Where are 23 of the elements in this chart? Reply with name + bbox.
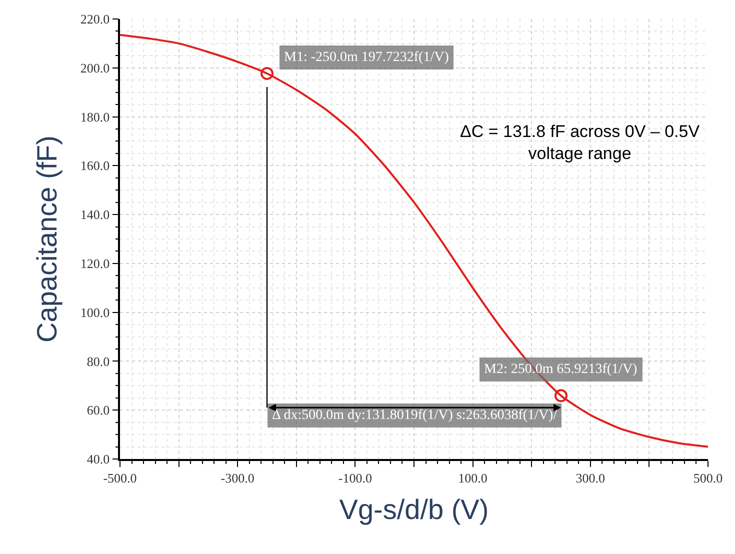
x-tick-label: 500.0 <box>693 470 723 486</box>
y-axis-title: Capacitance (fF) <box>32 136 63 342</box>
y-tick-label: 100.0 <box>80 304 110 320</box>
x-tick-label: 100.0 <box>458 470 488 486</box>
annotation: ΔC = 131.8 fF across 0V – 0.5V voltage range <box>460 122 700 164</box>
y-tick-label: 180.0 <box>80 109 110 124</box>
line-series <box>120 34 708 448</box>
x-axis-title: Vg-s/d/b (V) <box>339 494 489 525</box>
annotation: M1: -250.0m 197.7232f(1/V) <box>284 50 450 65</box>
y-tick-label: 80.0 <box>86 354 110 369</box>
x-tick-label: -100.0 <box>338 470 372 486</box>
y-tick-label: 120.0 <box>80 256 110 271</box>
y-tick-label: 40.0 <box>86 452 110 467</box>
y-tick-label: 160.0 <box>80 158 110 174</box>
x-tick-label: -300.0 <box>220 470 254 486</box>
annotation: Δ dx:500.0m dy:131.8019f(1/V) s:263.6038f(1/V)/ <box>272 408 558 423</box>
y-tick-label: 200.0 <box>80 60 110 76</box>
x-tick-label: 300.0 <box>576 470 606 486</box>
annotation: M2: 250.0m 65.9213f(1/V) <box>484 362 638 377</box>
y-tick-label: 60.0 <box>86 402 110 418</box>
x-tick-label: -500.0 <box>103 470 137 486</box>
y-tick-label: 220.0 <box>80 12 110 27</box>
y-tick-label: 140.0 <box>80 207 110 222</box>
